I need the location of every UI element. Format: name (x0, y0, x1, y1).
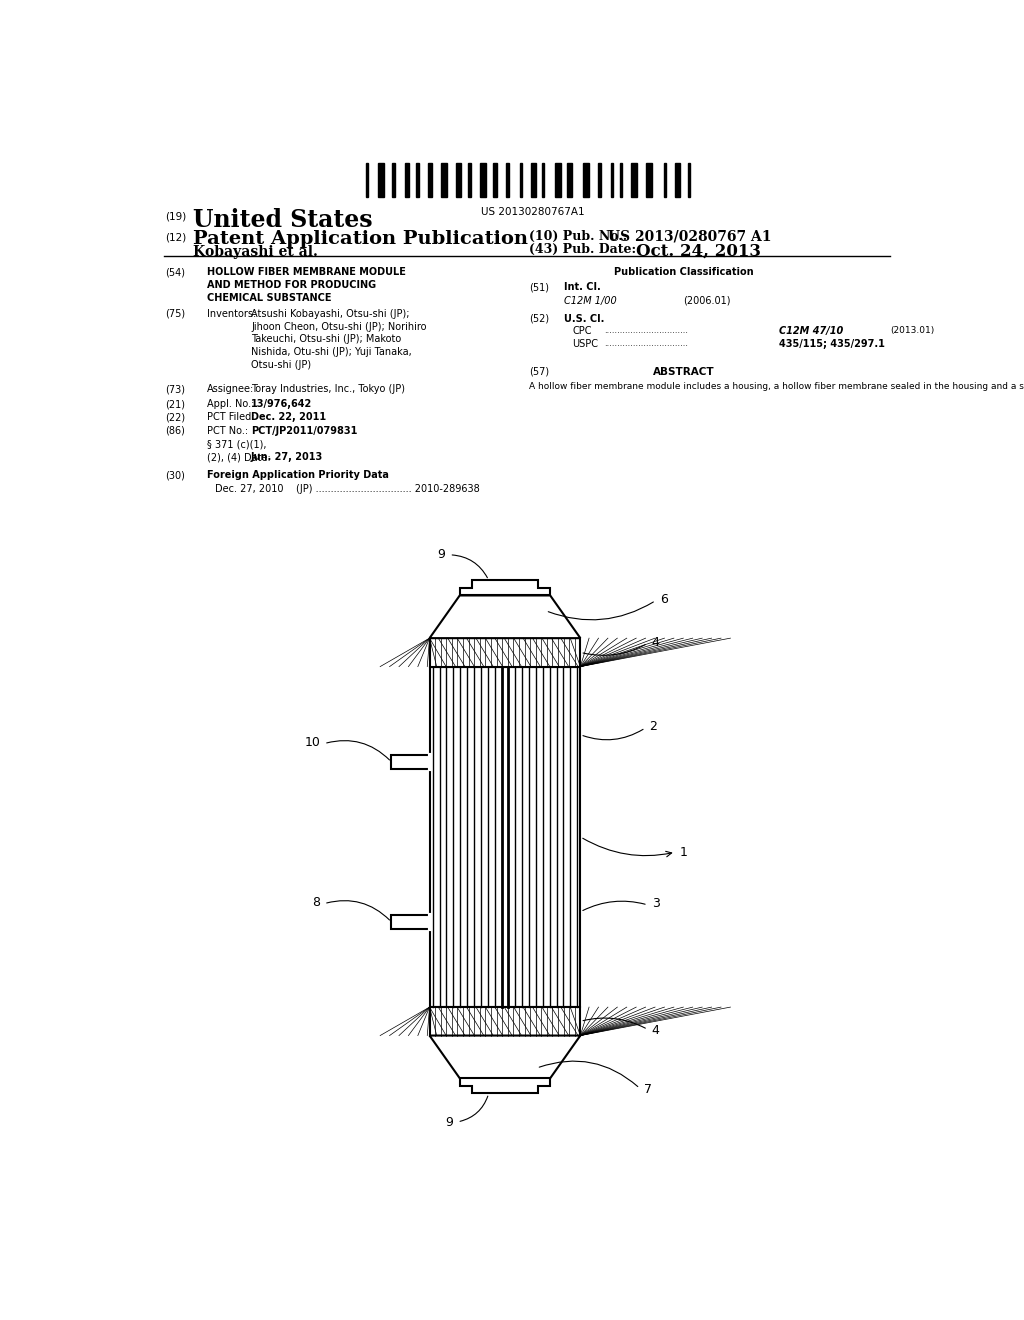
Bar (664, 164, 666, 197)
Bar (391, 755, 430, 770)
Text: Appl. No.:: Appl. No.: (207, 399, 255, 409)
Text: Assignee:: Assignee: (207, 384, 255, 395)
Text: United States: United States (194, 209, 373, 232)
Text: 6: 6 (659, 593, 668, 606)
Text: C12M 1/00: C12M 1/00 (564, 296, 617, 306)
Text: Foreign Application Priority Data: Foreign Application Priority Data (207, 470, 389, 480)
Bar (598, 164, 601, 197)
Text: 435/115; 435/297.1: 435/115; 435/297.1 (779, 339, 885, 350)
Text: 10: 10 (304, 737, 321, 750)
Text: 4: 4 (651, 636, 659, 648)
Text: Dec. 22, 2011: Dec. 22, 2011 (251, 412, 326, 422)
Text: Jun. 27, 2013: Jun. 27, 2013 (251, 453, 324, 462)
Polygon shape (460, 1078, 550, 1093)
Bar (543, 164, 545, 197)
Text: (10) Pub. No.:: (10) Pub. No.: (528, 230, 627, 243)
Bar (456, 164, 461, 197)
Bar (392, 164, 394, 197)
Text: 9: 9 (445, 1117, 454, 1130)
Text: Publication Classification: Publication Classification (613, 267, 754, 277)
Text: Int. Cl.: Int. Cl. (564, 282, 601, 293)
Text: (52): (52) (528, 314, 549, 323)
Bar (610, 164, 613, 197)
Text: 8: 8 (312, 896, 321, 909)
Text: ................................: ................................ (604, 339, 688, 348)
Text: (57): (57) (528, 367, 549, 376)
Text: C12M 47/10: C12M 47/10 (779, 326, 843, 337)
Text: (12): (12) (165, 232, 186, 243)
Text: 2: 2 (649, 719, 657, 733)
Text: Patent Application Publication: Patent Application Publication (194, 230, 528, 248)
Text: (75): (75) (165, 309, 185, 319)
Bar (430, 638, 581, 667)
Text: ABSTRACT: ABSTRACT (652, 367, 715, 376)
Polygon shape (430, 1036, 581, 1078)
Bar (555, 164, 561, 197)
Bar (391, 915, 430, 929)
Text: (19): (19) (165, 211, 186, 222)
Text: US 2013/0280767 A1: US 2013/0280767 A1 (608, 230, 772, 244)
Bar (675, 164, 680, 197)
Bar (367, 164, 368, 197)
Text: 3: 3 (651, 896, 659, 909)
Polygon shape (460, 581, 550, 595)
Text: PCT No.:: PCT No.: (207, 426, 249, 436)
Bar (531, 164, 536, 197)
Text: U.S. Cl.: U.S. Cl. (564, 314, 605, 323)
Text: 1: 1 (680, 846, 687, 858)
Bar (688, 164, 690, 197)
Bar (646, 164, 652, 197)
Text: (54): (54) (165, 267, 185, 277)
Text: (30): (30) (165, 470, 185, 480)
Bar (494, 164, 497, 197)
Text: (51): (51) (528, 282, 549, 293)
Text: Atsushi Kobayashi, Otsu-shi (JP);
Jihoon Cheon, Otsu-shi (JP); Norihiro
Takeuchi: Atsushi Kobayashi, Otsu-shi (JP); Jihoon… (251, 309, 427, 370)
Text: USPC: USPC (572, 339, 598, 350)
Bar (480, 164, 485, 197)
Text: PCT/JP2011/079831: PCT/JP2011/079831 (251, 426, 357, 436)
Text: § 371 (c)(1),: § 371 (c)(1), (207, 440, 267, 450)
Text: PCT Filed:: PCT Filed: (207, 412, 255, 422)
Text: (2), (4) Date:: (2), (4) Date: (207, 453, 271, 462)
Bar (406, 164, 409, 197)
Text: HOLLOW FIBER MEMBRANE MODULE
AND METHOD FOR PRODUCING
CHEMICAL SUBSTANCE: HOLLOW FIBER MEMBRANE MODULE AND METHOD … (207, 267, 407, 302)
Text: Toray Industries, Inc., Tokyo (JP): Toray Industries, Inc., Tokyo (JP) (251, 384, 406, 395)
Text: (2013.01): (2013.01) (890, 326, 934, 335)
Bar (468, 164, 471, 197)
Text: Kobayashi et al.: Kobayashi et al. (194, 244, 317, 259)
Bar (567, 164, 571, 197)
Bar (506, 164, 509, 197)
Text: (73): (73) (165, 384, 185, 395)
Text: 7: 7 (644, 1082, 652, 1096)
Text: (86): (86) (165, 426, 185, 436)
Text: ................................: ................................ (604, 326, 688, 335)
Bar (441, 164, 447, 197)
Text: CPC: CPC (572, 326, 592, 337)
Text: Oct. 24, 2013: Oct. 24, 2013 (636, 243, 761, 260)
Text: 13/976,642: 13/976,642 (251, 399, 312, 409)
Text: 9: 9 (437, 548, 445, 561)
Text: (2006.01): (2006.01) (684, 296, 731, 306)
Bar (417, 164, 419, 197)
Bar (428, 164, 432, 197)
Text: 4: 4 (651, 1024, 659, 1038)
Bar (430, 1007, 581, 1036)
Text: (22): (22) (165, 412, 185, 422)
Bar (584, 164, 589, 197)
Bar (520, 164, 522, 197)
Bar (378, 164, 384, 197)
Text: US 20130280767A1: US 20130280767A1 (481, 207, 585, 218)
Text: Inventors:: Inventors: (207, 309, 257, 319)
Bar (430, 667, 581, 1007)
Bar (620, 164, 623, 197)
Polygon shape (430, 595, 581, 638)
Text: A hollow fiber membrane module includes a housing, a hollow fiber membrane seale: A hollow fiber membrane module includes … (528, 381, 1024, 391)
Text: (21): (21) (165, 399, 185, 409)
Bar (631, 164, 637, 197)
Text: (43) Pub. Date:: (43) Pub. Date: (528, 243, 636, 256)
Text: Dec. 27, 2010    (JP) ................................ 2010-289638: Dec. 27, 2010 (JP) .....................… (215, 483, 480, 494)
